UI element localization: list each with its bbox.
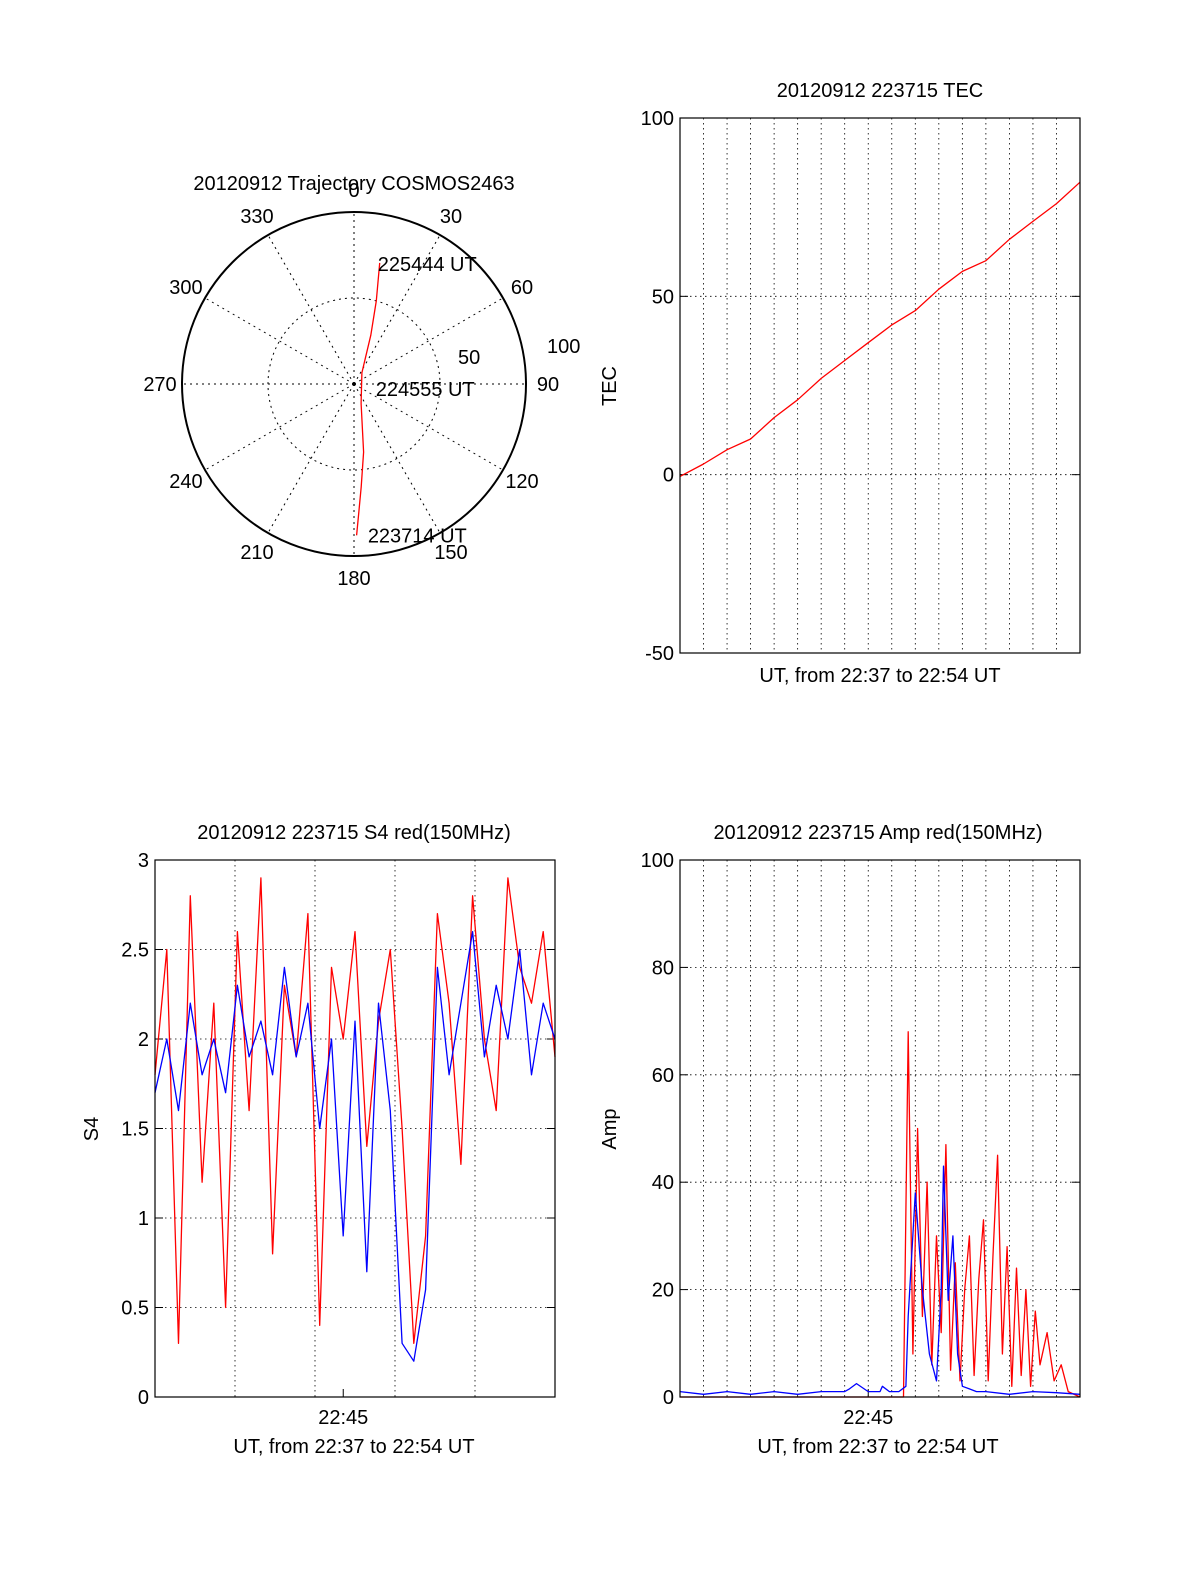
amp-plot-frame [679,859,1081,1398]
polar-spoke-120 [353,383,504,471]
polar-angle-label-330: 330 [240,206,273,228]
polar-spoke-330 [267,234,355,385]
s4-ytick-label: 0.5 [121,1298,149,1320]
s4-ytick-label: 2 [138,1029,149,1051]
amp-xlabel: UT, from 22:37 to 22:54 UT [757,1436,998,1458]
amp-series-2 [679,1165,1081,1395]
amp-series [679,1031,1081,1398]
polar-angle-label-210: 210 [240,542,273,564]
polar-radial-label-50: 50 [458,347,480,369]
s4-xtick-label: 22:45 [318,1407,368,1429]
tec-xlabel: UT, from 22:37 to 22:54 UT [759,665,1000,687]
tec-title: 20120912 223715 TEC [777,80,983,102]
s4-ytick-label: 1.5 [121,1119,149,1141]
track-annotation-2: 223714 UT [368,526,467,548]
tec-ticks: -50 0 50 100 [641,108,1080,665]
tec-series-1 [679,181,1081,477]
amp-ytick-label: 20 [652,1280,674,1302]
polar-angle-label-300: 300 [169,277,202,299]
satellite-track [355,262,381,536]
tec-grid [680,118,1080,653]
s4-xlabel: UT, from 22:37 to 22:54 UT [233,1436,474,1458]
polar-spoke-210 [267,383,355,534]
s4-title: 20120912 223715 S4 red(150MHz) [197,822,511,844]
tec-ytick-label: -50 [645,643,674,665]
polar-angle-label-180: 180 [337,568,370,590]
tec-plot-frame [679,117,1081,654]
tec-chart: 20120912 223715 TEC UT, from 22:37 to 22… [599,80,1081,687]
polar-title: 20120912 Trajectory COSMOS2463 [193,173,514,195]
polar-spokes [182,212,526,556]
s4-ylabel: S4 [81,1117,103,1141]
polar-angle-label-150: 150 [434,542,467,564]
s4-chart: 20120912 223715 S4 red(150MHz) UT, from … [81,822,556,1458]
amp-ticks: 0 20 40 60 80 100 22:45 [641,850,1080,1429]
polar-outer-circle [181,211,527,557]
polar-trajectory-chart: 20120912 Trajectory COSMOS2463 0 30 60 90 12… [143,173,580,590]
s4-plot-frame [154,859,556,1398]
polar-spoke-240 [204,383,355,471]
s4-ytick-label: 1 [138,1208,149,1230]
track-annotations: 225444 UT 224555 UT 223714 UT [368,254,477,548]
tec-ylabel: TEC [599,366,621,406]
amp-chart: 20120912 223715 Amp red(150MHz) UT, from… [599,822,1081,1458]
tec-ytick-label: 100 [641,108,674,130]
amp-ytick-label: 100 [641,850,674,872]
amp-xtick-label: 22:45 [843,1407,893,1429]
polar-spoke-30 [353,234,441,385]
amp-ytick-label: 40 [652,1172,674,1194]
tec-ytick-label: 50 [652,286,674,308]
polar-angle-labels: 0 30 60 90 120 150 180 210 240 270 300 330 [143,180,559,590]
amp-series-1 [680,1031,1081,1398]
amp-ytick-label: 0 [663,1387,674,1409]
polar-angle-label-90: 90 [537,374,559,396]
polar-angle-label-60: 60 [511,277,533,299]
s4-ticks: 0 0.5 1 1.5 2 2.5 3 22:45 [121,850,555,1429]
polar-angle-label-240: 240 [169,471,202,493]
amp-grid [680,860,1080,1397]
s4-series-1 [154,877,556,1344]
amp-title: 20120912 223715 Amp red(150MHz) [713,822,1042,844]
polar-angle-label-270: 270 [143,374,176,396]
polar-spoke-60 [353,297,504,385]
s4-grid [155,860,555,1397]
track-annotation-1: 224555 UT [376,379,475,401]
polar-angle-label-0: 0 [348,180,359,202]
polar-radial-label-100: 100 [547,336,580,358]
polar-spoke-300 [204,297,355,385]
s4-series-2 [154,930,556,1362]
polar-angle-label-120: 120 [505,471,538,493]
s4-ytick-label: 2.5 [121,940,149,962]
s4-ytick-label: 3 [138,850,149,872]
s4-series [154,877,556,1362]
polar-spoke-150 [353,383,441,534]
s4-ytick-label: 0 [138,1387,149,1409]
amp-ytick-label: 80 [652,957,674,979]
amp-ylabel: Amp [599,1108,621,1149]
tec-series [679,181,1081,477]
tec-ytick-label: 0 [663,465,674,487]
polar-angle-label-30: 30 [440,206,462,228]
track-annotation-0: 225444 UT [378,254,477,276]
amp-ytick-label: 60 [652,1065,674,1087]
